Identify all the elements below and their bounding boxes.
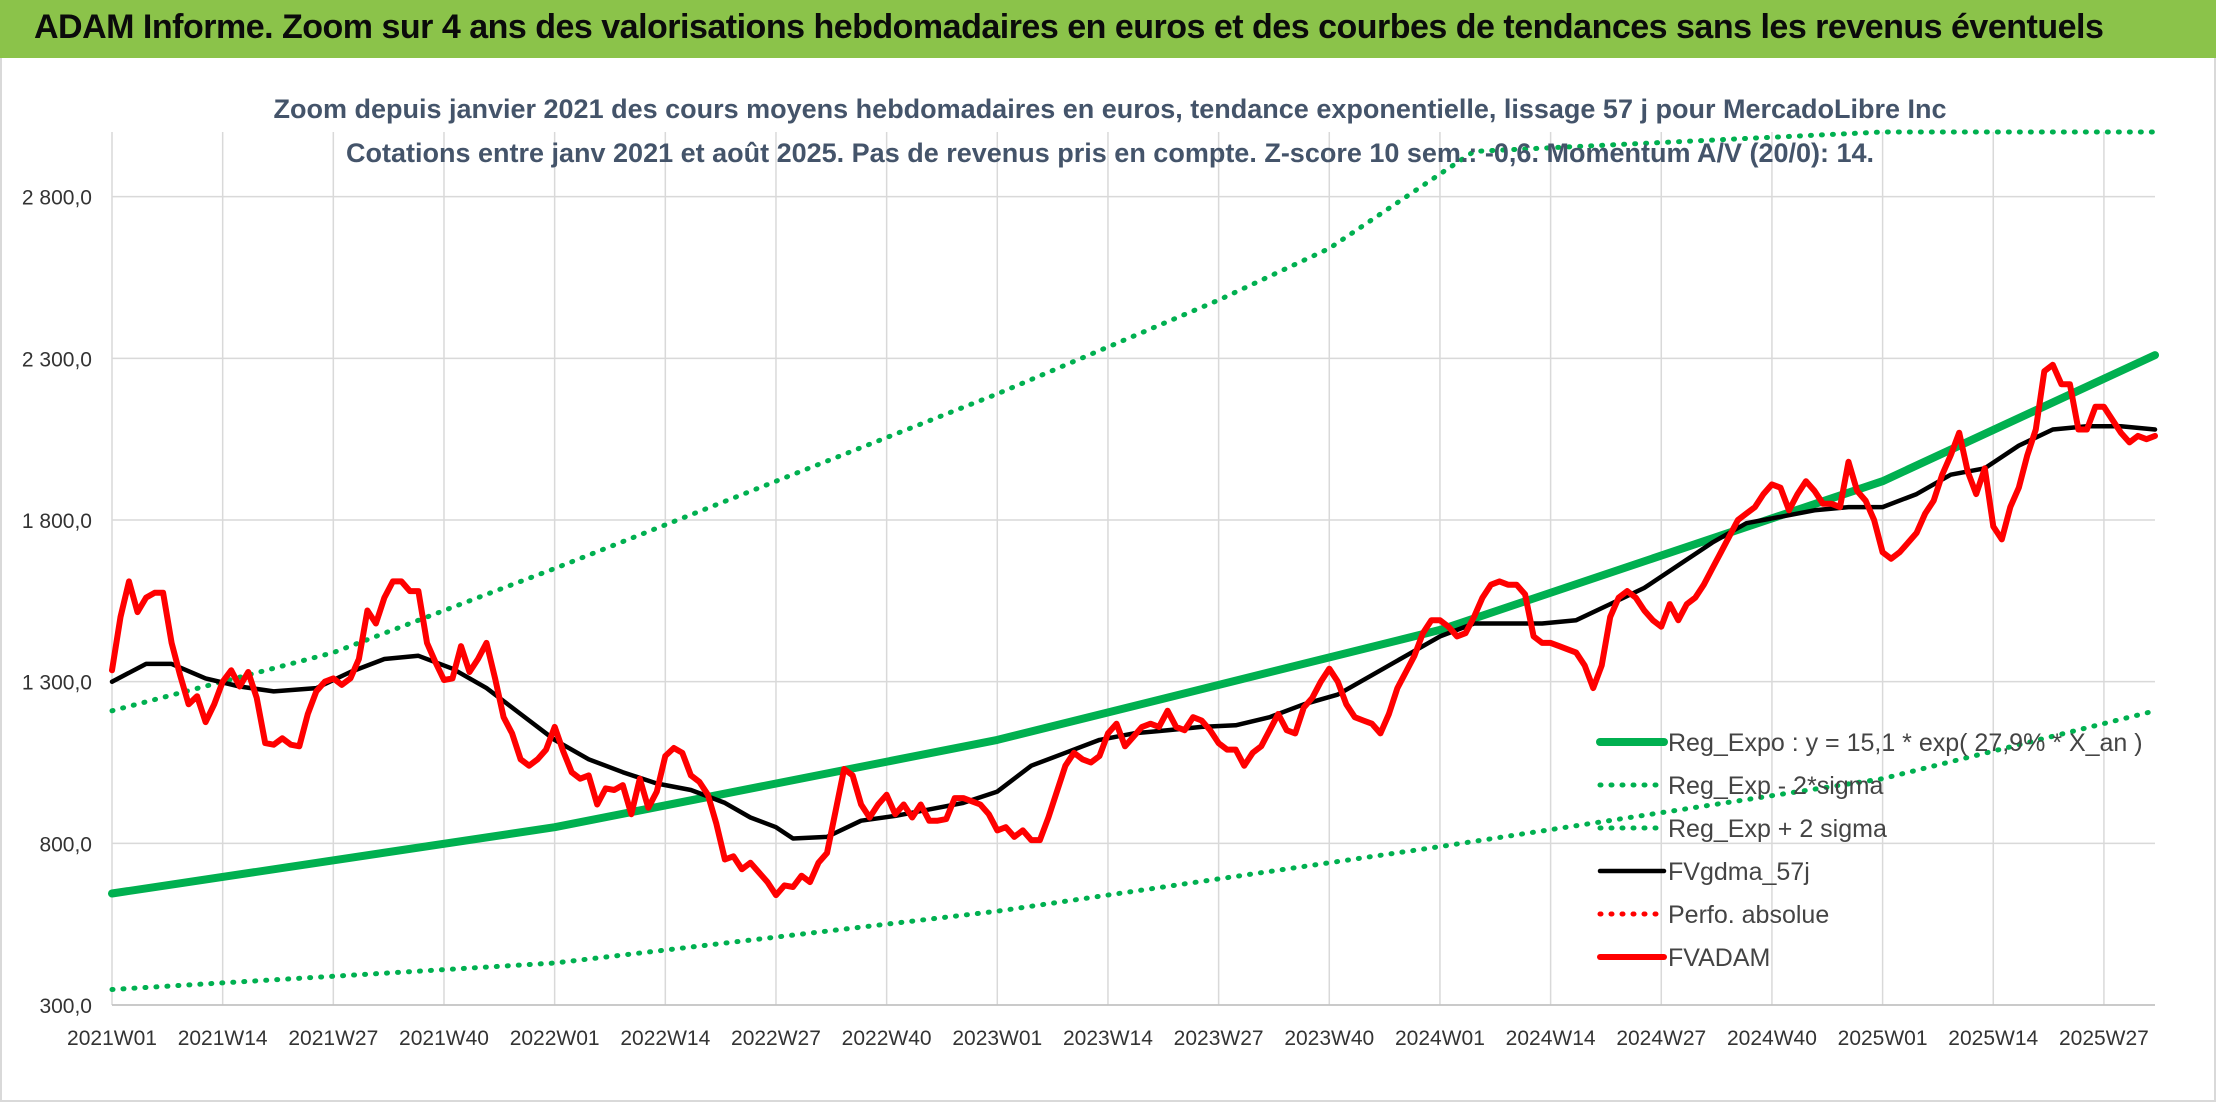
series-fvadam (109, 361, 2158, 899)
grid (111, 132, 2155, 1006)
y-tick-label: 1 300,0 (22, 672, 92, 695)
x-tick-label: 2022W40 (842, 1027, 932, 1050)
x-tick-label: 2024W27 (1616, 1027, 1706, 1050)
x-tick-label: 2021W27 (288, 1027, 378, 1050)
x-tick-label: 2022W01 (510, 1027, 600, 1050)
x-tick-label: 2024W14 (1506, 1027, 1596, 1050)
x-tick-label: 2024W40 (1727, 1027, 1817, 1050)
series-fvgdma-57j (109, 423, 2158, 841)
y-axis-ticks: 300,0 800,0 1 300,0 1 800,0 2 300,0 2 800,0 (22, 187, 92, 1018)
series-reg-exp-2-sigma (109, 129, 2158, 714)
x-tick-label: 2025W01 (1838, 1027, 1928, 1050)
x-tick-label: 2025W27 (2059, 1027, 2149, 1050)
x-tick-label: 2021W14 (178, 1027, 268, 1050)
chart-title: Zoom depuis janvier 2021 des cours moyen… (273, 94, 1946, 124)
header-title: ADAM Informe. Zoom sur 4 ans des valoris… (34, 8, 2104, 46)
header-bar: ADAM Informe. Zoom sur 4 ans des valoris… (0, 0, 2216, 58)
y-tick-label: 800,0 (39, 833, 92, 856)
series-lines (108, 129, 2159, 992)
y-tick-label: 1 800,0 (22, 510, 92, 533)
x-tick-label: 2024W01 (1395, 1027, 1485, 1050)
legend-label: Reg_Exp + 2 sigma (1668, 815, 1887, 843)
chart-subtitle: Cotations entre janv 2021 et août 2025. … (346, 138, 1874, 168)
x-tick-label: 2023W27 (1174, 1027, 1264, 1050)
x-tick-label: 2023W14 (1063, 1027, 1153, 1050)
x-tick-label: 2025W14 (1948, 1027, 2038, 1050)
legend-label: Reg_Expo : y = 15,1 * exp( 27,9% * X_an … (1668, 729, 2143, 757)
legend-label: Perfo. absolue (1668, 901, 1829, 929)
series-reg-expo-y-15-1-exp-27-9-x-an (108, 351, 2159, 898)
x-tick-label: 2021W40 (399, 1027, 489, 1050)
x-tick-label: 2021W01 (67, 1027, 157, 1050)
y-tick-label: 2 800,0 (22, 187, 92, 210)
y-tick-label: 300,0 (39, 995, 92, 1018)
series-reg-exp-2-sigma (109, 708, 2158, 992)
x-tick-label: 2022W27 (731, 1027, 821, 1050)
x-axis-ticks: 2021W01 2021W14 2021W27 2021W40 2022W01 2022W… (67, 1027, 2149, 1050)
legend-label: Reg_Exp - 2*sigma (1668, 772, 1883, 800)
legend: Reg_Expo : y = 15,1 * exp( 27,9% * X_an … (1596, 729, 2143, 972)
legend-label: FVADAM (1668, 944, 1770, 972)
x-tick-label: 2022W14 (620, 1027, 710, 1050)
x-tick-label: 2023W01 (952, 1027, 1042, 1050)
x-tick-label: 2023W40 (1284, 1027, 1374, 1050)
y-tick-label: 2 300,0 (22, 348, 92, 371)
legend-label: FVgdma_57j (1668, 858, 1810, 886)
